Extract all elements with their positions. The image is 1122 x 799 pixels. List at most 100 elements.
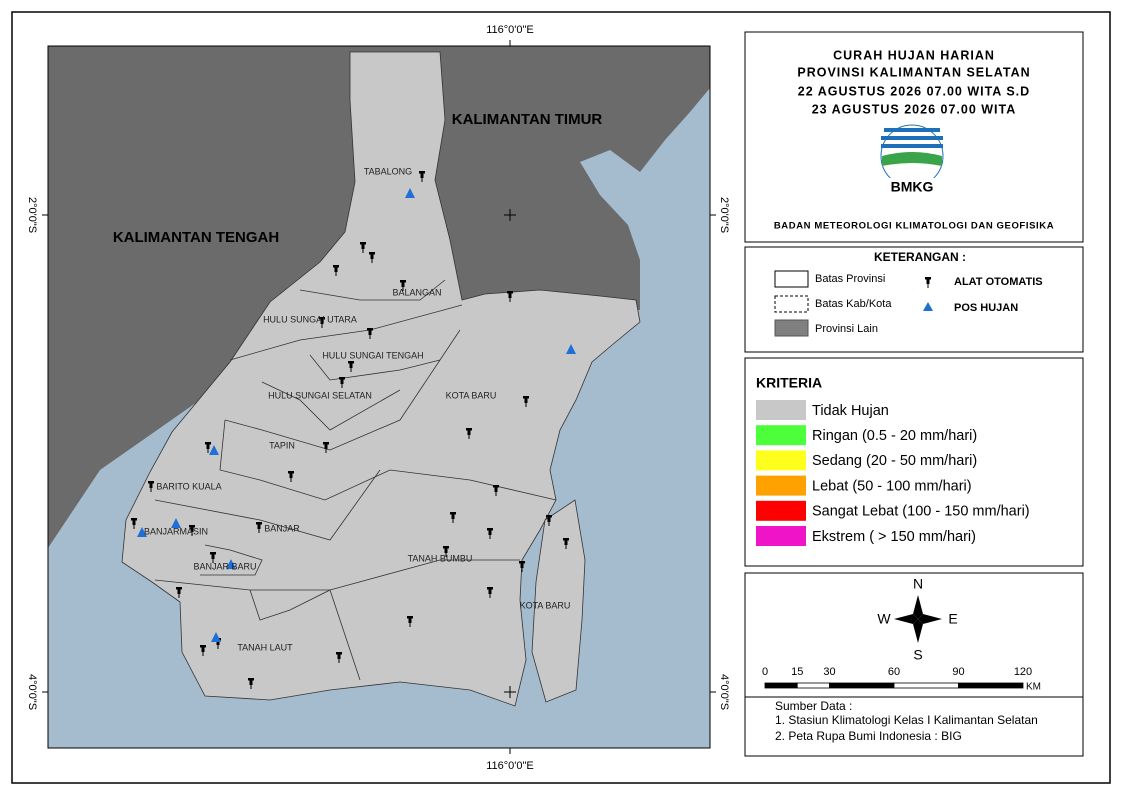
station-auto — [210, 552, 216, 563]
stations — [131, 171, 576, 689]
criteria-swatch — [756, 500, 806, 521]
source-line: 2. Peta Rupa Bumi Indonesia : BIG — [775, 729, 962, 743]
pin-head — [519, 561, 525, 564]
border-line — [224, 329, 461, 451]
border-line — [249, 589, 361, 681]
compass-label: E — [948, 611, 957, 627]
district-borders — [154, 279, 557, 681]
border-line — [299, 279, 446, 301]
pin-body — [494, 487, 498, 492]
title-line: PROVINSI KALIMANTAN SELATAN — [797, 65, 1030, 79]
station-auto — [256, 522, 262, 533]
legend-swatch — [774, 319, 809, 337]
station-auto — [367, 328, 373, 339]
station-auto — [348, 361, 354, 372]
criteria-label: Tidak Hujan — [812, 403, 889, 419]
legend-panel: KETERANGAN : Batas Provinsi Batas Kab/Ko… — [744, 246, 1084, 353]
criteria-panel: KRITERIA Tidak Hujan Ringan (0.5 - 20 mm/… — [744, 357, 1084, 567]
compass-scale-panel: N W E S Sumber Data : 1. Stasiun Klimato… — [744, 572, 1084, 757]
pin-body — [216, 640, 220, 645]
pin-head — [288, 471, 294, 474]
pin-body — [420, 173, 424, 178]
pin-body — [349, 363, 353, 368]
compass-arrow — [913, 595, 923, 619]
pin-head — [248, 678, 254, 681]
pin-head — [176, 587, 182, 590]
station-auto — [369, 252, 375, 263]
station-auto — [288, 471, 294, 482]
station-auto — [148, 481, 154, 492]
graticule — [42, 40, 716, 754]
station-auto — [407, 616, 413, 627]
criteria-label: Sedang (20 - 50 mm/hari) — [812, 453, 977, 469]
pin-head — [205, 442, 211, 445]
compass-arrow — [894, 614, 918, 624]
station-rain — [405, 188, 415, 198]
station-rain — [209, 445, 219, 455]
legend-label: Provinsi Lain — [815, 323, 878, 335]
legend-label: ALAT OTOMATIS — [954, 276, 1043, 288]
border-line — [229, 304, 463, 361]
station-auto — [131, 518, 137, 529]
pin-head — [407, 616, 413, 619]
title-line: 23 AGUSTUS 2026 07.00 WITA — [812, 102, 1017, 116]
legend-label: Batas Provinsi — [815, 273, 885, 285]
station-auto — [546, 515, 552, 526]
pin-body — [444, 548, 448, 553]
legend-symbol — [923, 302, 933, 311]
station-auto — [176, 587, 182, 598]
coord-label: 2°0'0"S — [718, 197, 730, 233]
pin-body — [132, 520, 136, 525]
pin-body — [324, 444, 328, 449]
criteria-swatch — [756, 450, 806, 471]
station-auto — [507, 291, 513, 302]
coord-label: 116°0'0"E — [486, 24, 534, 36]
pin-body — [408, 618, 412, 623]
compass-arrow — [918, 614, 942, 624]
title-line: CURAH HUJAN HARIAN — [833, 48, 995, 62]
logo-green — [882, 152, 942, 166]
criteria-swatch — [756, 400, 806, 420]
pin-body — [201, 647, 205, 652]
pin-head — [450, 512, 456, 515]
station-auto — [333, 265, 339, 276]
station-auto — [248, 678, 254, 689]
pin-body — [320, 319, 324, 324]
region-label: BANJAR — [264, 523, 300, 533]
title-line: 22 AGUSTUS 2026 07.00 WITA S.D — [798, 84, 1030, 98]
province-label: KALIMANTAN TENGAH — [113, 229, 279, 246]
station-auto — [450, 512, 456, 523]
station-auto — [360, 242, 366, 253]
border-line — [261, 381, 401, 431]
pin-head — [563, 538, 569, 541]
legend-symbol — [925, 277, 931, 288]
pin-head — [546, 515, 552, 518]
source-title: Sumber Data : — [775, 699, 852, 713]
pin-head — [336, 652, 342, 655]
scale-segment — [829, 682, 895, 689]
region-label: BARITO KUALA — [156, 481, 221, 491]
region-label: BANJAR BARU — [193, 561, 256, 571]
pin-head — [925, 277, 931, 280]
pin-head — [369, 252, 375, 255]
pin-head — [493, 485, 499, 488]
pin-body — [368, 330, 372, 335]
pin-body — [547, 517, 551, 522]
panel-frame — [744, 572, 1084, 757]
pin-head — [400, 280, 406, 283]
pin-head — [256, 522, 262, 525]
logo: BMKG — [880, 124, 944, 195]
station-rain — [137, 527, 147, 537]
criteria-label: Ekstrem ( > 150 mm/hari) — [812, 529, 976, 545]
pin-head — [339, 377, 345, 380]
criteria-label: Lebat (50 - 100 mm/hari) — [812, 478, 972, 494]
pin-body — [564, 540, 568, 545]
border-line — [200, 544, 263, 576]
scale-label: 30 — [823, 666, 835, 678]
pin-body — [520, 563, 524, 568]
pin-body — [401, 282, 405, 287]
station-rain — [211, 632, 221, 642]
station-auto — [487, 587, 493, 598]
pin-body — [926, 279, 930, 284]
